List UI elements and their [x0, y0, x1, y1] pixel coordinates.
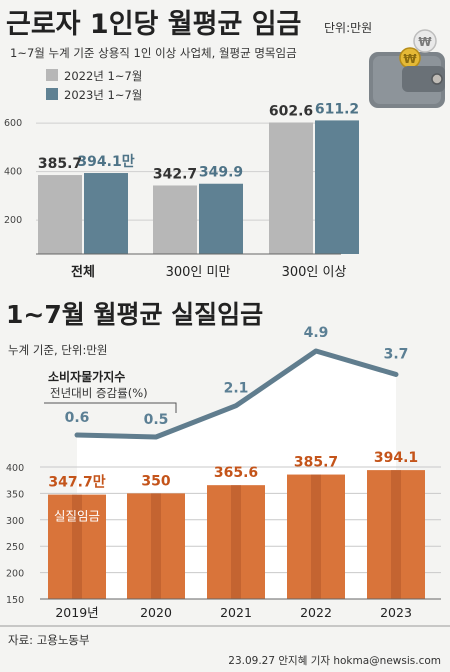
bottom-category-label: 2023 — [380, 605, 412, 620]
bottom-chart-title: 1~7월 월평균 실질임금 — [6, 300, 263, 329]
top-bar-2023 — [84, 173, 128, 254]
legend-label-2022: 2022년 1~7월 — [64, 69, 142, 83]
legend-swatch-2023 — [46, 88, 58, 100]
top-y-tick-label: 600 — [4, 118, 22, 129]
top-bar-value-label: 385.7 — [38, 156, 82, 172]
bottom-category-label: 2020 — [140, 605, 172, 620]
bottom-y-tick-label: 350 — [6, 489, 24, 500]
cpi-note-bracket — [44, 402, 177, 413]
top-bar-value-label: 602.6 — [269, 103, 313, 119]
footer-credit: 23.09.27 안지혜 기자 hokma@newsis.com — [228, 655, 441, 667]
top-y-tick-label: 400 — [4, 167, 22, 178]
footer-source: 자료: 고용노동부 — [8, 633, 90, 647]
real-wage-value-label: 365.6 — [214, 465, 258, 481]
bottom-chart-subtitle: 누계 기준, 단위:만원 — [8, 343, 107, 357]
top-bar-value-label: 394.1만 — [77, 154, 134, 170]
top-bar-2022 — [153, 185, 197, 254]
real-wage-bar-stripe — [311, 474, 321, 599]
cpi-value-label: 0.5 — [144, 412, 169, 428]
top-category-label: 300인 이상 — [282, 265, 347, 280]
top-bar-2022 — [38, 175, 82, 254]
cpi-value-label: 3.7 — [384, 346, 409, 362]
bottom-y-tick-label: 300 — [6, 516, 24, 527]
top-category-label: 전체 — [71, 264, 95, 280]
bottom-y-tick-label: 200 — [6, 569, 24, 580]
cpi-line — [74, 348, 399, 440]
bottom-y-tick-label: 250 — [6, 542, 24, 553]
real-wage-value-label: 350 — [141, 473, 170, 489]
legend-label-2023: 2023년 1~7월 — [64, 88, 142, 102]
cpi-value-label: 2.1 — [224, 381, 249, 397]
top-bar-value-label: 611.2 — [315, 101, 359, 117]
bottom-category-label: 2019년 — [55, 605, 98, 620]
top-bar-value-label: 349.9 — [199, 165, 243, 181]
real-wage-value-label: 385.7 — [294, 455, 338, 471]
svg-text:₩: ₩ — [403, 52, 417, 66]
real-wage-bar-stripe — [151, 493, 161, 599]
top-category-label: 300인 미만 — [166, 265, 231, 280]
cpi-series-name: 소비자물가지수 — [48, 369, 125, 384]
top-chart-unit: 단위:만원 — [324, 21, 372, 35]
legend-swatch-2022 — [46, 69, 58, 81]
real-wage-bar-stripe — [231, 485, 241, 599]
top-chart-title: 근로자 1인당 월평균 임금 — [6, 9, 301, 40]
top-bar-2023 — [199, 183, 243, 254]
top-bar-2023 — [315, 120, 359, 254]
svg-text:₩: ₩ — [418, 35, 432, 49]
real-wage-value-label: 394.1 — [374, 450, 418, 466]
cpi-series-note: 전년대비 증감률(%) — [50, 386, 148, 400]
cpi-value-label: 0.6 — [65, 410, 90, 426]
top-chart-subtitle: 1~7월 누계 기준 상용직 1인 이상 사업체, 월평균 명목임금 — [10, 46, 297, 60]
top-y-tick-label: 200 — [4, 215, 22, 226]
bottom-y-tick-label: 400 — [6, 463, 24, 474]
top-bar-2022 — [269, 122, 313, 255]
bottom-category-label: 2021 — [220, 605, 252, 620]
bottom-category-label: 2022 — [300, 605, 332, 620]
real-wage-bar-stripe — [72, 494, 82, 599]
wallet-icon: ₩ ₩ — [369, 29, 445, 108]
bottom-y-tick-label: 150 — [6, 595, 24, 606]
cpi-value-label: 4.9 — [304, 325, 329, 341]
top-bar-value-label: 342.7 — [153, 166, 197, 182]
real-wage-bar-stripe — [391, 470, 401, 599]
real-wage-value-label: 347.7만 — [48, 475, 105, 491]
real-wage-series-label: 실질임금 — [54, 509, 100, 524]
